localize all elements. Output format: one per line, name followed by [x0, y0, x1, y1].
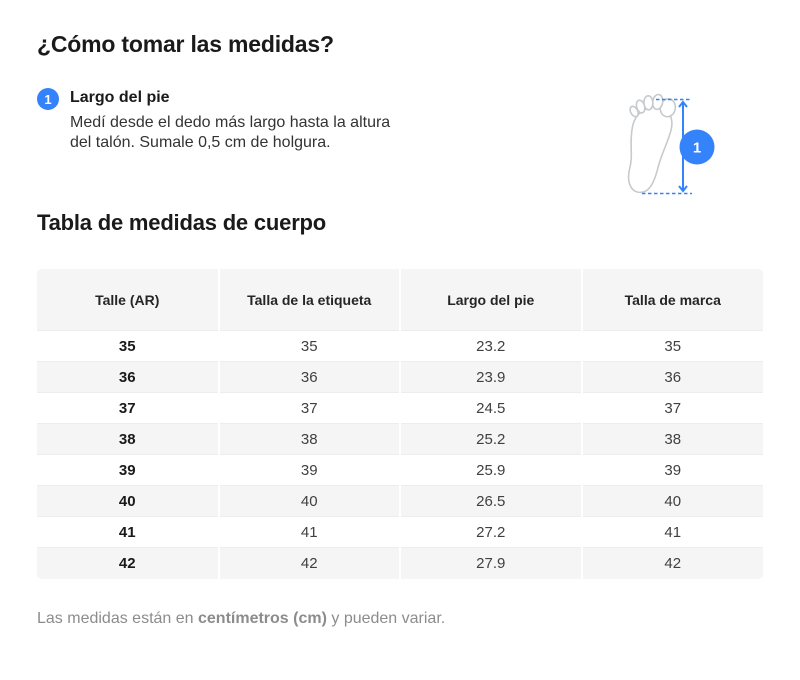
cell-marca: 42 — [580, 547, 763, 579]
page-title: ¿Cómo tomar las medidas? — [37, 31, 334, 57]
units-footnote: Las medidas están en centímetros (cm) y … — [37, 610, 763, 628]
cell-etiqueta: 36 — [217, 361, 400, 393]
measurement-marker-label: 1 — [693, 140, 701, 157]
table-row: 39 39 25.9 39 — [37, 454, 763, 486]
footnote-suffix: y pueden variar. — [326, 609, 446, 627]
cell-talle: 40 — [37, 485, 219, 517]
foot-outline-icon: 1 — [627, 93, 715, 195]
size-guide-panel: ¿Cómo tomar las medidas? 1 Largo del pie… — [0, 31, 800, 628]
size-table-body: 35 35 23.2 35 36 36 23.9 36 37 37 24.5 3… — [37, 330, 763, 579]
cell-largo: 25.2 — [399, 423, 582, 455]
cell-largo: 26.5 — [399, 485, 582, 517]
cell-marca: 36 — [580, 361, 763, 393]
cell-talle: 37 — [37, 392, 219, 424]
cell-talle: 35 — [37, 330, 219, 362]
cell-etiqueta: 35 — [217, 330, 400, 362]
cell-largo: 23.9 — [399, 361, 582, 393]
size-table-wrap: Talle (AR) Talla de la etiqueta Largo de… — [37, 268, 763, 579]
table-row: 40 40 26.5 40 — [37, 485, 763, 517]
cell-etiqueta: 37 — [217, 392, 400, 424]
cell-largo: 25.9 — [399, 454, 582, 486]
table-row: 36 36 23.9 36 — [37, 361, 763, 393]
col-header-talle-ar: Talle (AR) — [37, 268, 219, 331]
footnote-units: centímetros (cm) — [198, 609, 327, 627]
foot-measurement-illustration: 1 — [612, 93, 724, 205]
instruction-texts: Largo del pie Medí desde el dedo más lar… — [70, 89, 392, 154]
instruction-description: Medí desde el dedo más largo hasta la al… — [70, 114, 391, 152]
cell-etiqueta: 41 — [217, 516, 400, 548]
cell-etiqueta: 42 — [217, 547, 400, 579]
table-row: 35 35 23.2 35 — [37, 330, 763, 362]
cell-marca: 41 — [580, 516, 763, 548]
cell-talle: 41 — [37, 516, 219, 548]
cell-marca: 39 — [580, 454, 763, 486]
table-row: 38 38 25.2 38 — [37, 423, 763, 455]
cell-marca: 35 — [580, 330, 763, 362]
step-number-badge: 1 — [37, 88, 59, 110]
instruction-label: Largo del pie — [70, 89, 170, 106]
cell-marca: 37 — [580, 392, 763, 424]
col-header-talla-etiqueta: Talla de la etiqueta — [217, 268, 400, 331]
header-row: Talle (AR) Talla de la etiqueta Largo de… — [37, 268, 763, 331]
cell-largo: 27.9 — [399, 547, 582, 579]
cell-marca: 40 — [580, 485, 763, 517]
size-table-header: Talle (AR) Talla de la etiqueta Largo de… — [37, 268, 763, 331]
instruction-foot-length: 1 Largo del pie Medí desde el dedo más l… — [37, 88, 763, 154]
measurement-marker: 1 — [679, 129, 715, 165]
cell-talle: 38 — [37, 423, 219, 455]
cell-etiqueta: 40 — [217, 485, 400, 517]
size-table: Talle (AR) Talla de la etiqueta Largo de… — [37, 268, 763, 579]
col-header-largo-pie: Largo del pie — [399, 268, 582, 331]
cell-largo: 23.2 — [399, 330, 582, 362]
table-row: 41 41 27.2 41 — [37, 516, 763, 548]
table-row: 37 37 24.5 37 — [37, 392, 763, 424]
cell-talle: 36 — [37, 361, 219, 393]
cell-marca: 38 — [580, 423, 763, 455]
cell-talle: 39 — [37, 454, 219, 486]
cell-etiqueta: 38 — [217, 423, 400, 455]
section-title: Tabla de medidas de cuerpo — [37, 209, 327, 235]
table-row: 42 42 27.9 42 — [37, 547, 763, 579]
cell-largo: 27.2 — [399, 516, 582, 548]
cell-talle: 42 — [37, 547, 219, 579]
cell-largo: 24.5 — [399, 392, 582, 424]
cell-etiqueta: 39 — [217, 454, 400, 486]
col-header-talla-marca: Talla de marca — [580, 268, 763, 331]
footnote-prefix: Las medidas están en — [37, 609, 198, 627]
